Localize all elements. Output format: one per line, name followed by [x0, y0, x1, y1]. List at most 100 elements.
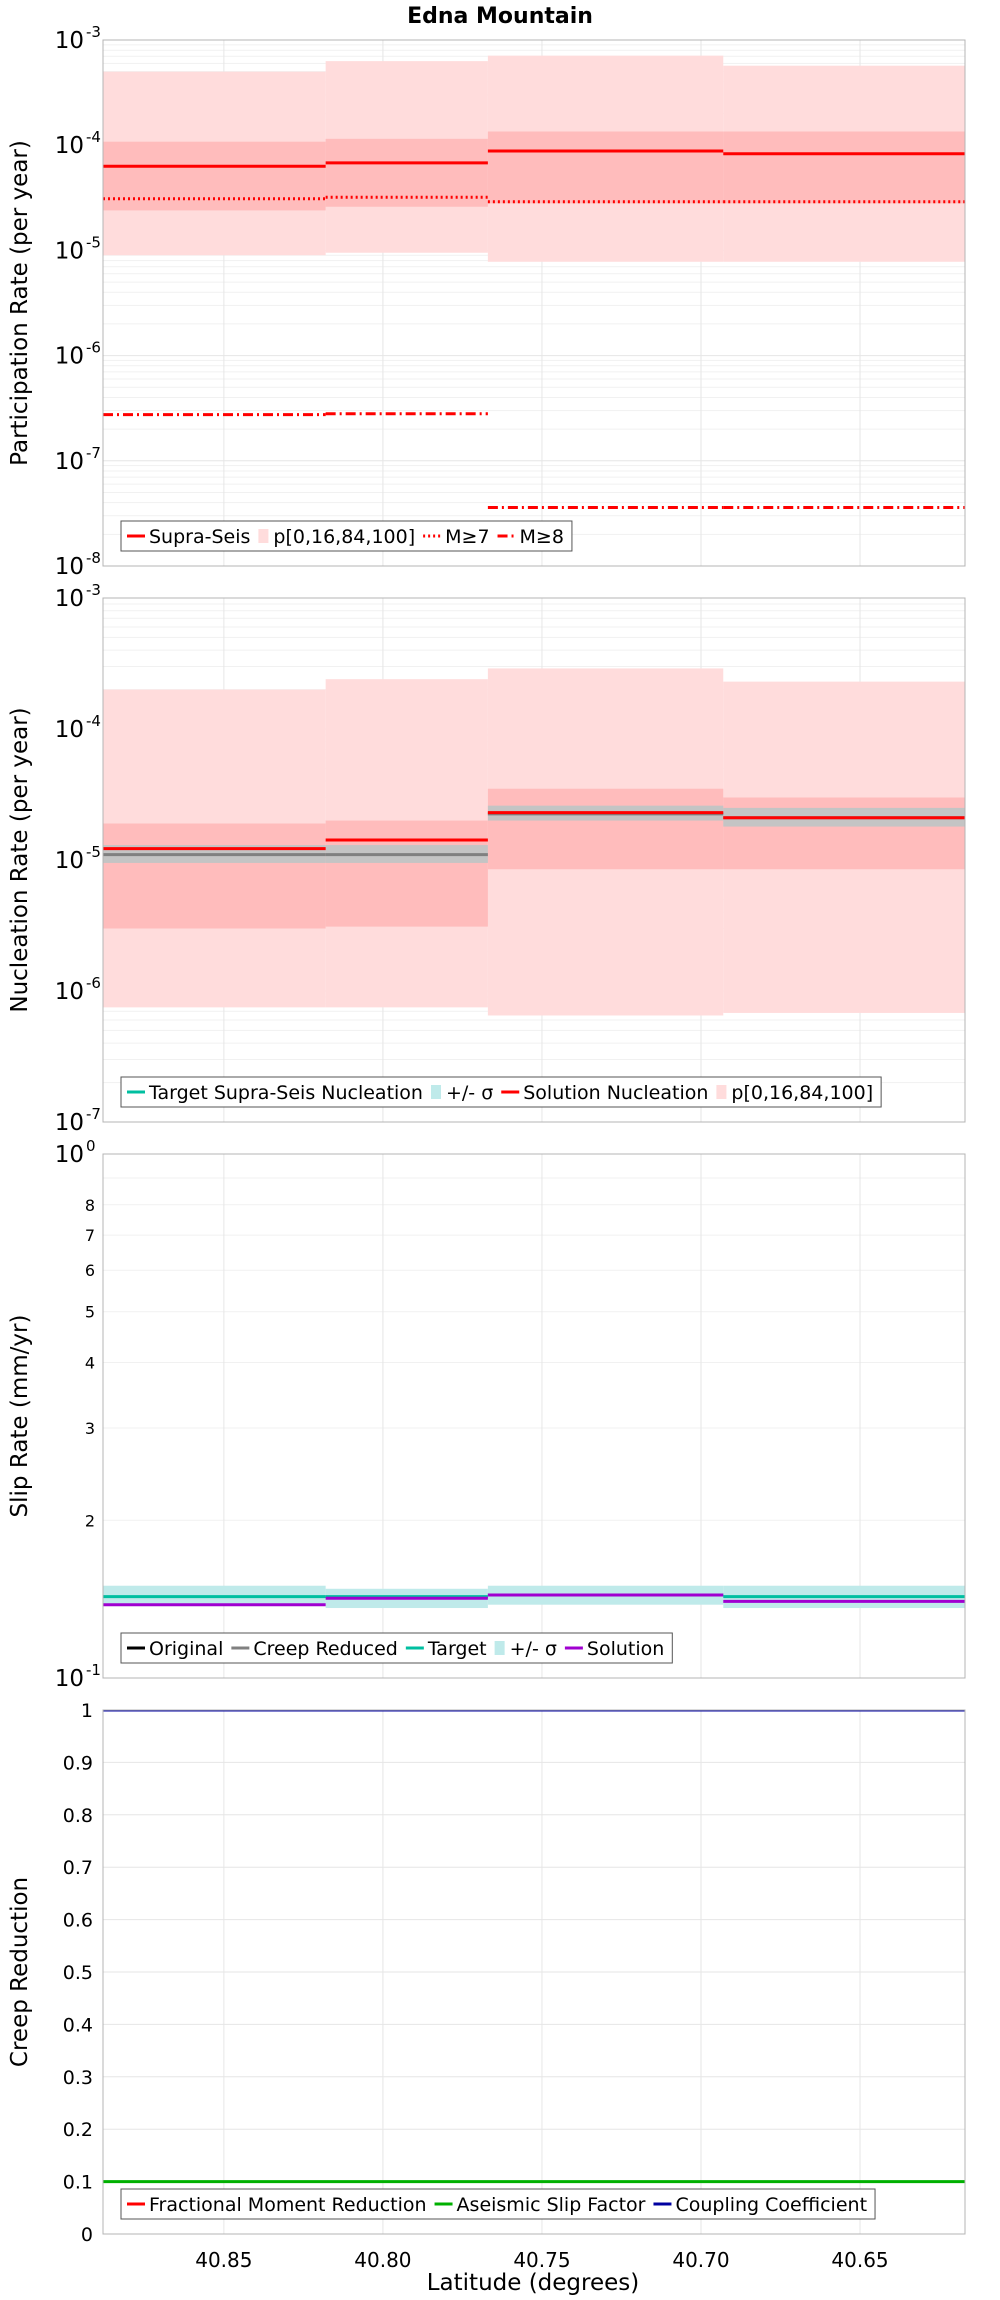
creep-grid	[103, 1709, 965, 2235]
slip-plot-area	[103, 1585, 965, 1609]
slip-y-minor-tick-label: 2	[85, 1511, 95, 1530]
nucleation-legend-item: p[0,16,84,100]	[716, 1082, 873, 1104]
nucleation-legend-swatch	[716, 1085, 727, 1099]
nucleation-legend-label: p[0,16,84,100]	[731, 1082, 873, 1104]
creep-y-axis-label: Creep Reduction	[7, 1877, 33, 2067]
participation-legend-label: M≥8	[520, 526, 564, 548]
participation-y-tick-label: 10	[55, 554, 84, 580]
participation-legend-item: Supra-Seis	[127, 526, 250, 548]
slip-y-tick-exponent: -1	[86, 1661, 101, 1679]
creep-legend: Fractional Moment Reduction Aseismic Slip…	[120, 2188, 876, 2220]
x-tick-label: 40.85	[195, 2248, 252, 2272]
nucleation-y-tick-label: 10	[55, 979, 84, 1005]
nucleation-legend: Target Supra-Seis Nucleation +/- σ Solutio…	[120, 1076, 882, 1108]
nucleation-y-tick-label: 10	[55, 717, 84, 743]
nucleation-band-p-16-84-	[325, 820, 488, 927]
slip-y-minor-tick-label: 6	[85, 1261, 95, 1280]
creep-y-tick-label: 0.3	[63, 2067, 93, 2089]
participation-legend-label: Supra-Seis	[149, 526, 250, 548]
nucleation-y-tick-exponent: -6	[86, 974, 101, 992]
creep-y-tick-label: 0.2	[63, 2119, 93, 2141]
participation-y-tick-exponent: -7	[86, 444, 101, 462]
slip-legend-label: Target	[427, 1638, 487, 1660]
slip-y-tick-label: 10	[55, 1142, 84, 1168]
creep-y-tick-label: 0.8	[63, 1805, 93, 1827]
slip-y-minor-tick-label: 5	[85, 1303, 95, 1322]
participation-band-p-16-84-	[723, 131, 965, 204]
participation-frame	[102, 39, 966, 567]
nucleation-band-p-16-84-	[103, 823, 326, 929]
nucleation-frame	[102, 597, 966, 1123]
slip-legend-item: Original	[127, 1638, 223, 1660]
participation-y-tick-exponent: -4	[86, 128, 101, 146]
creep-y-tick-label: 0	[81, 2224, 93, 2246]
creep-legend-item: Aseismic Slip Factor	[434, 2194, 646, 2216]
slip-y-minor-tick-label: 7	[85, 1226, 95, 1245]
creep-legend-label: Fractional Moment Reduction	[149, 2194, 427, 2216]
nucleation-legend-item: Target Supra-Seis Nucleation	[127, 1082, 423, 1104]
chart-title: Edna Mountain	[407, 4, 593, 29]
participation-y-tick-exponent: -6	[86, 339, 101, 357]
creep-legend-label: Coupling Coefficient	[675, 2194, 867, 2216]
nucleation-y-tick-exponent: -5	[86, 843, 101, 861]
nucleation-y-tick-exponent: -3	[86, 581, 101, 599]
creep-y-tick-label: 0.1	[63, 2172, 93, 2194]
nucleation-legend-box	[120, 1076, 882, 1108]
nucleation-y-tick-label: 10	[55, 848, 84, 874]
nucleation-legend-swatch	[430, 1085, 441, 1099]
x-axis-label: Latitude (degrees)	[427, 2270, 640, 2296]
participation-legend-item: M≥8	[497, 526, 564, 548]
slip-legend-item: +/- σ	[494, 1638, 557, 1660]
nucleation-y-tick-label: 10	[55, 1110, 84, 1136]
slip-y-tick-label: 10	[55, 1666, 84, 1692]
creep-legend-item: Coupling Coefficient	[653, 2194, 867, 2216]
slip-legend-swatch	[494, 1641, 505, 1655]
nucleation-y-tick-label: 10	[55, 586, 84, 612]
slip-legend-item: Creep Reduced	[231, 1638, 398, 1660]
creep-y-tick-label: 0.9	[63, 1752, 93, 1774]
nucleation-legend-item: +/- σ	[430, 1082, 493, 1104]
slip-legend-item: Target	[405, 1638, 487, 1660]
nucleation-y-axis-label: Nucleation Rate (per year)	[7, 707, 33, 1012]
creep-legend-item: Fractional Moment Reduction	[127, 2194, 427, 2216]
creep-y-tick-label: 1	[81, 1700, 93, 1722]
x-tick-label: 40.65	[831, 2248, 888, 2272]
participation-legend-item: M≥7	[423, 526, 490, 548]
slip-legend-item: Solution	[564, 1638, 664, 1660]
participation-band-p-16-84-	[325, 138, 488, 207]
participation-y-tick-label: 10	[55, 28, 84, 54]
nucleation-plot-area	[103, 668, 965, 1016]
nucleation-y-tick-exponent: -4	[86, 712, 101, 730]
nucleation-y-tick-exponent: -7	[86, 1105, 101, 1123]
x-tick-label: 40.70	[672, 2248, 729, 2272]
participation-y-tick-exponent: -8	[86, 549, 101, 567]
creep-panel: 0 0.1 0.2 0.3 0.4 0.5 0.6 0.7 0.8 0.9 1 Creep Reduc…	[7, 1700, 966, 2272]
creep-y-tick-label: 0.7	[63, 1857, 93, 1879]
slip-y-tick-exponent: 0	[86, 1137, 96, 1155]
participation-plot-area	[103, 55, 965, 509]
participation-y-tick-exponent: -5	[86, 233, 101, 251]
nucleation-legend-label: Solution Nucleation	[523, 1082, 708, 1104]
slip-legend-label: Solution	[587, 1638, 664, 1660]
participation-band-p-16-84-	[487, 131, 724, 204]
creep-y-tick-label: 0.5	[63, 1962, 93, 1984]
slip-y-minor-tick-label: 4	[85, 1354, 95, 1373]
slip-legend-label: Original	[149, 1638, 223, 1660]
participation-legend-box	[120, 520, 573, 552]
creep-plot-area	[103, 1710, 965, 2184]
creep-frame	[102, 1709, 966, 2235]
nucleation-band-p-16-84-	[487, 788, 724, 870]
nucleation-legend-label: +/- σ	[446, 1082, 493, 1104]
participation-y-tick-label: 10	[55, 344, 84, 370]
slip-legend-label: +/- σ	[510, 1638, 557, 1660]
creep-y-tick-label: 0.4	[63, 2014, 93, 2036]
participation-y-tick-label: 10	[55, 133, 84, 159]
participation-legend-item: p[0,16,84,100]	[258, 526, 415, 548]
participation-legend-label: p[0,16,84,100]	[273, 526, 415, 548]
slip-frame	[102, 1153, 966, 1679]
x-tick-label: 40.75	[513, 2248, 570, 2272]
